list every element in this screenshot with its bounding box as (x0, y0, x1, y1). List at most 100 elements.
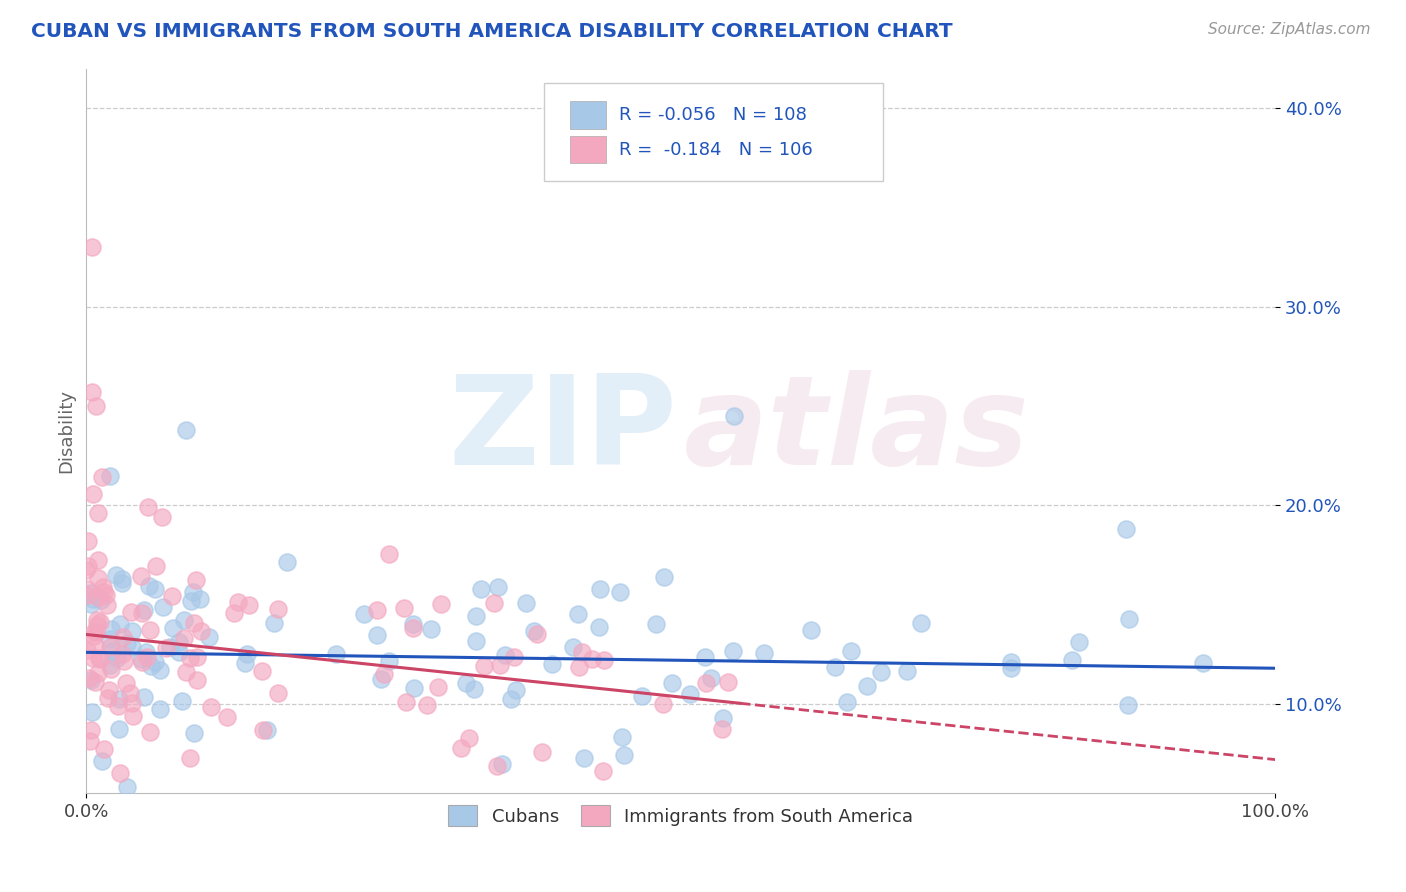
Point (233, 657, 256, 671)
Point (167, 635, 190, 649)
Point (186, 573, 208, 587)
Point (678, 687, 700, 701)
Point (138, 579, 160, 593)
Point (132, 690, 155, 704)
Point (252, 723, 274, 738)
Point (174, 423, 197, 437)
Point (82, 487, 104, 501)
Point (188, 591, 211, 606)
Point (472, 659, 495, 673)
Point (609, 585, 631, 599)
Point (392, 600, 415, 615)
Point (86, 613, 108, 627)
Legend: Cubans, Immigrants from South America: Cubans, Immigrants from South America (440, 797, 922, 835)
Point (723, 409, 745, 423)
Point (222, 607, 245, 621)
Point (104, 568, 127, 582)
Point (150, 510, 173, 524)
Point (226, 595, 249, 609)
Point (910, 616, 932, 631)
Text: ZIP: ZIP (449, 370, 678, 491)
Point (84, 399, 107, 413)
Point (186, 650, 208, 665)
Point (167, 645, 190, 659)
Point (180, 594, 202, 608)
Point (613, 748, 636, 763)
Point (366, 627, 388, 641)
Point (515, 596, 537, 610)
Point (129, 651, 152, 665)
FancyBboxPatch shape (571, 101, 606, 128)
Point (111, 575, 134, 590)
Point (91, 580, 114, 594)
Point (263, 615, 285, 630)
Point (96, 598, 118, 612)
Point (488, 657, 510, 672)
Point (526, 626, 548, 640)
Point (200, 699, 222, 714)
Point (198, 630, 221, 644)
Point (87, 552, 110, 566)
Point (101, 644, 124, 658)
Point (531, 746, 554, 760)
Point (97, 682, 120, 697)
Point (112, 630, 135, 644)
Point (896, 665, 918, 679)
Point (426, 680, 449, 694)
Point (581, 652, 603, 666)
Point (485, 758, 508, 772)
Point (562, 640, 585, 655)
Point (395, 695, 418, 709)
Point (494, 648, 516, 663)
Point (131, 606, 153, 620)
Point (93, 585, 115, 599)
Point (90, 469, 112, 483)
Point (83, 674, 105, 689)
Point (121, 696, 143, 710)
Point (152, 600, 174, 615)
Point (700, 671, 723, 685)
Point (174, 665, 197, 679)
Point (373, 666, 395, 681)
FancyBboxPatch shape (544, 83, 883, 181)
Point (491, 757, 513, 772)
Point (236, 647, 259, 661)
Point (80, 723, 103, 738)
Point (91, 754, 114, 768)
Point (541, 657, 564, 671)
Point (401, 622, 423, 636)
Point (84, 625, 107, 640)
Point (592, 652, 614, 666)
Point (135, 645, 157, 659)
Point (523, 624, 546, 639)
Point (353, 607, 375, 622)
Point (464, 608, 486, 623)
Point (76, 582, 98, 596)
Point (252, 664, 274, 678)
Point (429, 597, 451, 611)
Point (1192, 656, 1215, 670)
Point (108, 765, 131, 780)
Point (132, 603, 155, 617)
Point (98, 468, 121, 483)
Point (717, 675, 740, 690)
Point (186, 673, 208, 687)
Point (105, 651, 128, 665)
Point (588, 620, 610, 634)
Point (366, 603, 388, 617)
Text: R =  -0.184   N = 106: R = -0.184 N = 106 (619, 141, 813, 159)
Point (139, 623, 162, 637)
Point (120, 605, 142, 619)
Point (93, 742, 115, 756)
Text: atlas: atlas (685, 370, 1031, 491)
Point (190, 624, 212, 639)
Point (463, 681, 485, 696)
Point (76, 588, 98, 602)
Point (695, 676, 717, 690)
Point (80, 240, 103, 254)
Point (131, 569, 153, 583)
Point (486, 580, 509, 594)
Point (1116, 698, 1139, 712)
Point (98, 658, 121, 673)
Point (96, 588, 118, 602)
